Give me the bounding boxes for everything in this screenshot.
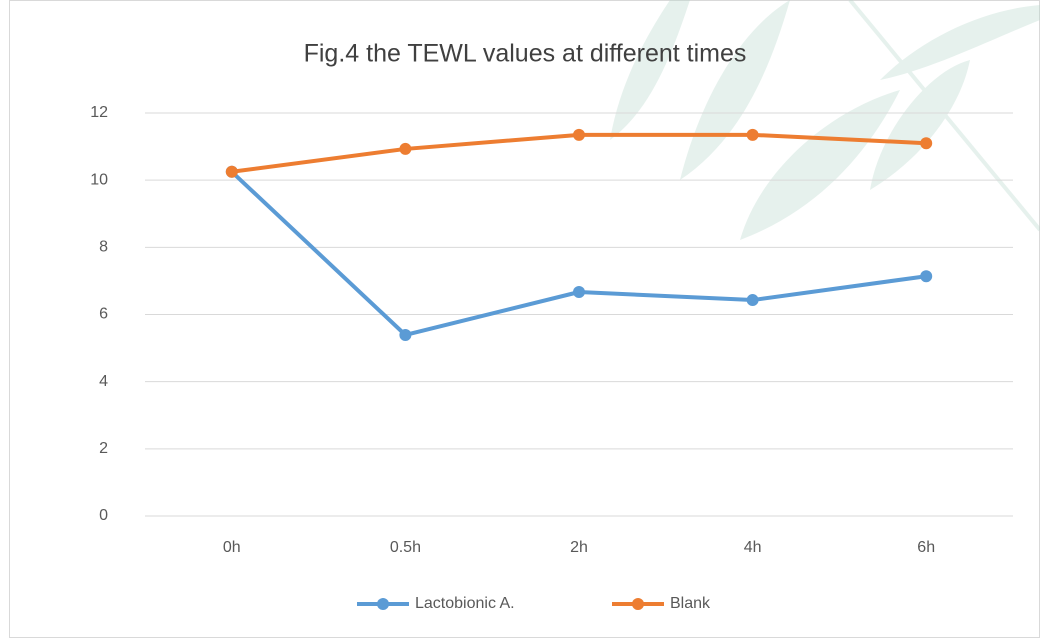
y-tick-label: 10: [90, 171, 108, 188]
x-tick-label: 2h: [570, 539, 588, 556]
y-tick-label: 12: [90, 104, 108, 121]
y-tick-label: 6: [99, 306, 108, 323]
data-point: [920, 270, 932, 282]
data-point: [399, 143, 411, 155]
x-tick-label: 6h: [917, 539, 935, 556]
y-tick-label: 0: [99, 507, 108, 524]
data-point: [573, 286, 585, 298]
y-tick-label: 4: [99, 373, 108, 390]
data-point: [747, 294, 759, 306]
x-tick-label: 0h: [223, 539, 241, 556]
data-point: [920, 137, 932, 149]
y-tick-label: 8: [99, 239, 108, 256]
chart: Fig.4 the TEWL values at different times…: [0, 0, 1040, 639]
chart-title: Fig.4 the TEWL values at different times: [304, 40, 747, 68]
data-point: [747, 129, 759, 141]
data-point: [399, 329, 411, 341]
data-point: [573, 129, 585, 141]
legend-marker: [632, 598, 644, 610]
legend-label: Lactobionic A.: [415, 595, 515, 612]
x-tick-label: 0.5h: [390, 539, 421, 556]
x-tick-label: 4h: [744, 539, 762, 556]
legend-label: Blank: [670, 595, 711, 612]
data-point: [226, 166, 238, 178]
y-tick-label: 2: [99, 440, 108, 457]
legend-marker: [377, 598, 389, 610]
